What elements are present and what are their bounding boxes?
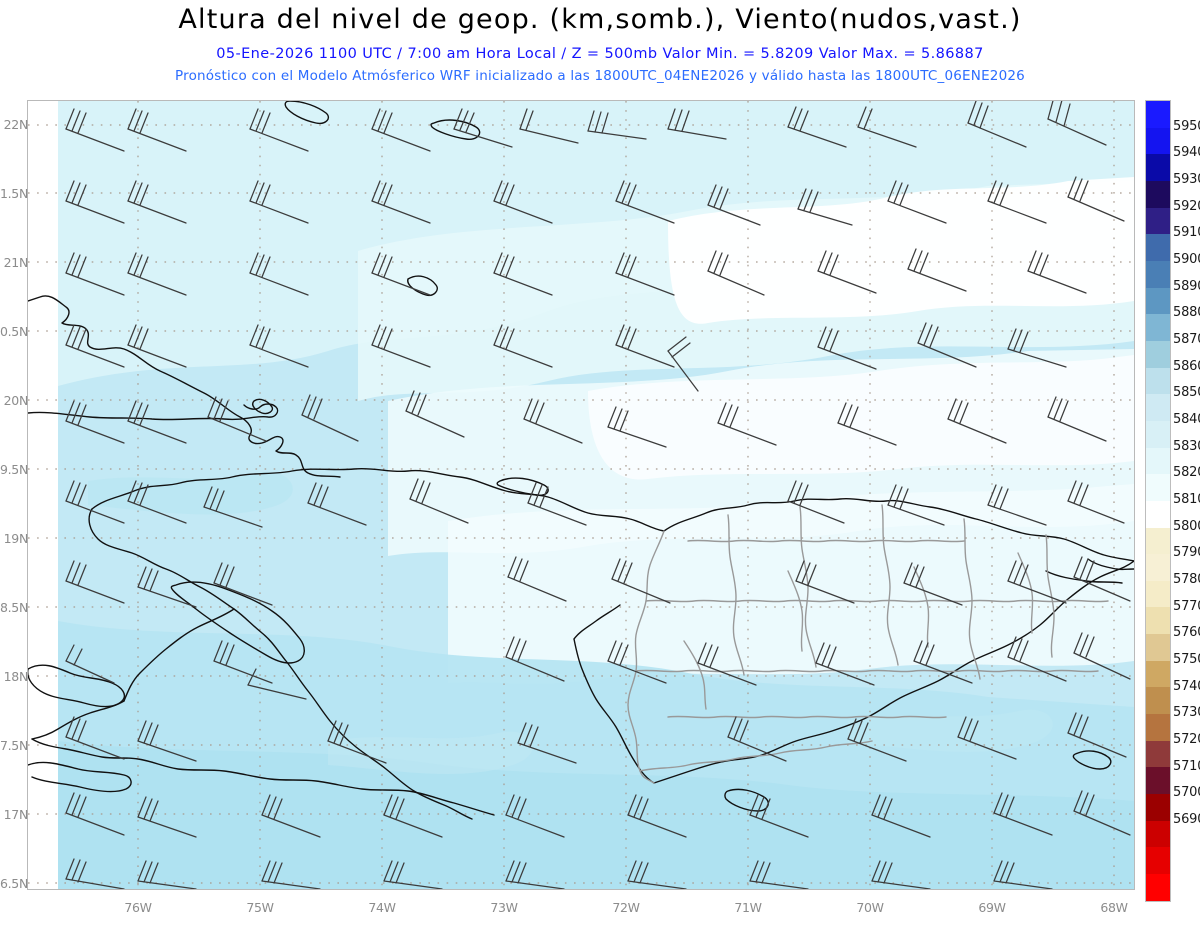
y-axis-label-7: 8.5N [0,600,28,615]
colorbar-band-27 [1146,820,1170,848]
colorbar-band-0 [1146,101,1170,128]
colorbar-band-28 [1146,847,1170,875]
colorbar-band-21 [1146,660,1170,688]
y-axis-label-5: 9.5N [0,462,28,477]
y-axis-label-2: 21N [3,255,29,270]
x-axis-label-8: 68W [1100,900,1128,915]
colorbar-band-9 [1146,340,1170,368]
colorbar-band-13 [1146,447,1170,475]
coastline-paths [28,101,1134,820]
colorbar-band-10 [1146,367,1170,395]
colorbar-band-8 [1146,314,1170,341]
colorbar-tick-5770: 5770 [1173,598,1200,614]
colorbar-band-11 [1146,394,1170,421]
colorbar-tick-5850: 5850 [1173,385,1200,401]
colorbar-band-23 [1146,714,1170,741]
y-axis-label-4: 20N [3,393,29,408]
colorbar-band-22 [1146,687,1170,715]
colorbar-tick-5760: 5760 [1173,625,1200,641]
x-axis-label-4: 72W [612,900,640,915]
y-axis-label-1: 1.5N [0,186,28,201]
colorbar-band-25 [1146,767,1170,795]
colorbar-tick-5710: 5710 [1173,758,1200,774]
colorbar-band-24 [1146,740,1170,768]
colorbar-band-14 [1146,474,1170,501]
y-axis-label-8: 18N [3,669,29,684]
wind-barbs [65,101,1131,889]
subtitle-valid-time: 05-Ene-2026 1100 UTC / 7:00 am Hora Loca… [216,46,984,62]
colorbar-tick-5790: 5790 [1173,545,1200,561]
colorbar-tick-5820: 5820 [1173,465,1200,481]
y-axis-label-0: 22N [3,117,29,132]
x-axis-label-6: 70W [856,900,884,915]
colorbar-tick-5910: 5910 [1173,225,1200,241]
colorbar-tick-5800: 5800 [1173,518,1200,534]
subtitle-model-info: Pronóstico con el Modelo Atmósferico WRF… [175,68,1025,84]
x-axis-label-7: 69W [978,900,1006,915]
colorbar-tick-5940: 5940 [1173,145,1200,161]
colorbar-tick-5900: 5900 [1173,252,1200,267]
colorbar-band-7 [1146,287,1170,315]
colorbar-band-6 [1146,260,1170,288]
y-axis-label-11: 6.5N [0,876,28,891]
x-axis-label-2: 74W [368,900,396,915]
colorbar [1145,100,1171,902]
colorbar-band-15 [1146,500,1170,528]
colorbar-tick-5860: 5860 [1173,358,1200,374]
x-axis-label-0: 76W [124,900,152,915]
colorbar-tick-5690: 5690 [1173,812,1200,827]
colorbar-tick-5730: 5730 [1173,705,1200,721]
colorbar-tick-5810: 5810 [1173,492,1200,507]
colorbar-tick-5750: 5750 [1173,652,1200,667]
colorbar-band-16 [1146,527,1170,555]
colorbar-tick-5920: 5920 [1173,198,1200,214]
weather-map-svg [28,101,1134,889]
colorbar-tick-5700: 5700 [1173,785,1200,801]
x-axis-label-1: 75W [246,900,274,915]
colorbar-tick-5740: 5740 [1173,678,1200,694]
colorbar-band-26 [1146,794,1170,821]
page-title: Altura del nivel de geop. (km,somb.), Vi… [178,4,1022,35]
colorbar-tick-5880: 5880 [1173,305,1200,321]
colorbar-band-20 [1146,634,1170,661]
colorbar-tick-5840: 5840 [1173,412,1200,427]
colorbar-band-5 [1146,234,1170,261]
x-axis-label-3: 73W [490,900,518,915]
colorbar-tick-5890: 5890 [1173,278,1200,294]
colorbar-tick-5780: 5780 [1173,572,1200,587]
colorbar-band-12 [1146,420,1170,448]
y-axis-label-10: 17N [3,807,29,822]
colorbar-band-19 [1146,607,1170,635]
colorbar-band-4 [1146,207,1170,235]
colorbar-tick-5870: 5870 [1173,332,1200,347]
colorbar-band-1 [1146,127,1170,155]
y-axis-label-3: 0.5N [0,324,28,339]
x-axis-label-5: 71W [734,900,762,915]
chart-header: Altura del nivel de geop. (km,somb.), Vi… [0,0,1200,95]
y-axis-label-9: 7.5N [0,738,28,753]
colorbar-tick-5950: 5950 [1173,118,1200,134]
colorbar-band-3 [1146,180,1170,208]
colorbar-tick-5720: 5720 [1173,732,1200,747]
colorbar-band-17 [1146,554,1170,581]
colorbar-band-29 [1146,874,1170,901]
map-frame: Sisπ – ONAMET/REP.DOM. [27,100,1135,890]
colorbar-band-18 [1146,580,1170,608]
colorbar-tick-5930: 5930 [1173,172,1200,187]
y-axis-label-6: 19N [3,531,29,546]
colorbar-tick-5830: 5830 [1173,438,1200,454]
map-plot-area: Sisπ – ONAMET/REP.DOM. 22N 1.5N 21N 0.5N… [0,95,1135,915]
colorbar-band-2 [1146,154,1170,181]
